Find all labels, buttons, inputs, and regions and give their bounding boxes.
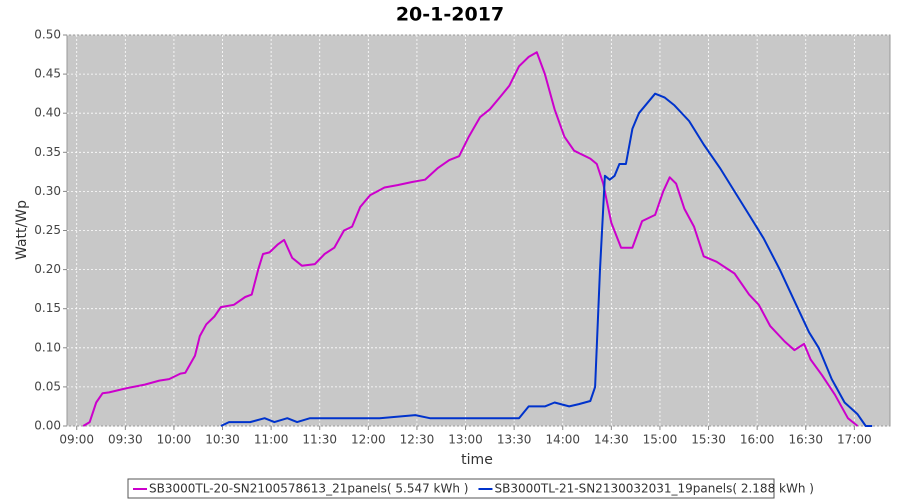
y-tick-label: 0.00: [34, 419, 61, 433]
x-tick-label: 14:00: [545, 433, 580, 447]
y-tick-label: 0.40: [34, 106, 61, 120]
x-tick-label: 16:00: [740, 433, 775, 447]
legend: [127, 478, 775, 499]
y-tick-label: 0.15: [34, 301, 61, 315]
legend-label: SB3000TL-20-SN2100578613_21panels( 5.547…: [149, 482, 468, 496]
plot-area: [66, 34, 891, 427]
x-tick-label: 13:00: [448, 433, 483, 447]
x-tick-label: 15:00: [643, 433, 678, 447]
x-tick-label: 14:30: [594, 433, 629, 447]
x-tick-label: 10:00: [157, 433, 192, 447]
x-tick-label: 11:00: [254, 433, 289, 447]
y-tick-label: 0.30: [34, 184, 61, 198]
x-tick-label: 12:30: [400, 433, 435, 447]
y-axis-label: Watt/Wp: [14, 200, 30, 260]
x-tick-label: 09:30: [108, 433, 143, 447]
y-tick-label: 0.10: [34, 340, 61, 354]
x-tick-label: 10:30: [205, 433, 240, 447]
chart-title: 20-1-2017: [396, 4, 504, 26]
y-tick-label: 0.25: [34, 223, 61, 237]
x-tick-label: 17:00: [837, 433, 872, 447]
x-tick-label: 16:30: [788, 433, 823, 447]
y-tick-label: 0.20: [34, 262, 61, 276]
x-axis-label: time: [461, 452, 493, 468]
x-tick-label: 11:30: [302, 433, 337, 447]
series-line: [220, 92, 873, 427]
y-tick-label: 0.35: [34, 145, 61, 159]
x-tick-label: 12:00: [351, 433, 386, 447]
x-tick-label: 13:30: [497, 433, 532, 447]
y-tick-label: 0.50: [34, 28, 61, 42]
legend-label: SB3000TL-21-SN2130032031_19panels( 2.188…: [494, 482, 813, 496]
y-tick-label: 0.45: [34, 67, 61, 81]
x-tick-label: 15:30: [691, 433, 726, 447]
x-tick-label: 09:00: [59, 433, 94, 447]
y-tick-label: 0.05: [34, 379, 61, 393]
series-line: [82, 51, 859, 427]
